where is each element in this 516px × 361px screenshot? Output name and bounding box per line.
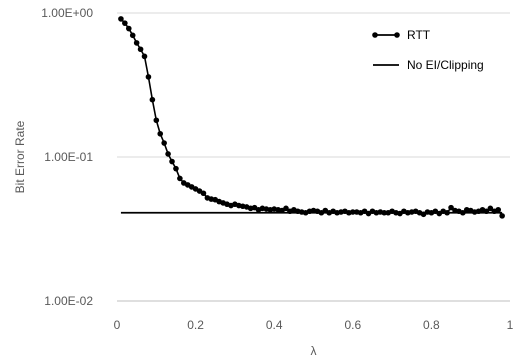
data-point xyxy=(169,158,175,165)
data-point xyxy=(153,117,160,124)
legend-label: RTT xyxy=(407,28,431,42)
data-point xyxy=(145,74,152,80)
data-point xyxy=(283,205,289,212)
x-axis-title: λ xyxy=(311,344,317,358)
data-point xyxy=(177,175,183,182)
data-point xyxy=(495,206,502,213)
x-tick-label: 0 xyxy=(114,318,121,332)
data-point xyxy=(161,140,167,146)
y-axis-title: Bit Error Rate xyxy=(13,120,27,193)
data-point xyxy=(122,20,128,26)
data-point xyxy=(173,165,179,172)
y-tick-label: 1.00E-02 xyxy=(44,294,93,308)
series-line-0 xyxy=(120,18,503,217)
x-tick-label: 0.4 xyxy=(266,318,283,332)
data-point xyxy=(165,151,171,157)
data-point xyxy=(137,46,144,53)
data-point xyxy=(118,16,124,22)
data-point xyxy=(125,25,132,32)
data-point xyxy=(200,190,207,197)
data-point xyxy=(487,205,494,212)
x-tick-label: 0.6 xyxy=(344,318,361,332)
axis-labels: 1.00E-02 1.00E-01 1.00E+00 0 0.2 0.4 0.6 0.8 1 λ B… xyxy=(13,6,514,358)
gridlines xyxy=(117,12,510,158)
legend-marker xyxy=(394,32,400,38)
y-tick-label: 1.00E+00 xyxy=(41,6,93,20)
x-tick-label: 0.2 xyxy=(187,318,204,332)
data-point xyxy=(129,32,136,39)
series-layer xyxy=(118,16,505,219)
legend-label: No EI/Clipping xyxy=(407,58,484,72)
data-point xyxy=(141,53,148,60)
x-tick-label: 1 xyxy=(507,318,514,332)
data-point xyxy=(448,204,454,211)
legend: RTT No EI/Clipping xyxy=(372,28,484,72)
data-point xyxy=(149,96,156,103)
data-point xyxy=(499,213,505,219)
x-tick-label: 0.8 xyxy=(423,318,440,332)
y-tick-label: 1.00E-01 xyxy=(44,150,93,164)
data-point xyxy=(157,130,164,137)
legend-marker xyxy=(372,32,378,38)
data-point xyxy=(133,40,140,46)
